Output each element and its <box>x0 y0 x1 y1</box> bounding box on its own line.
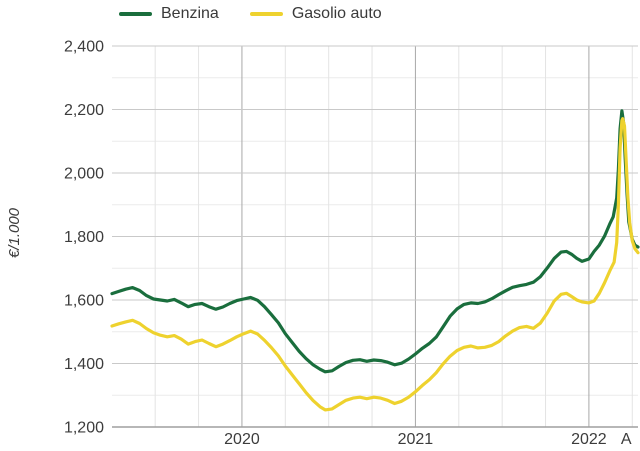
y-axis-tick-label: 2,200 <box>64 102 104 119</box>
legend-item-benzina: Benzina <box>119 5 219 23</box>
x-axis-tick-label: 2021 <box>398 431 434 448</box>
y-axis-tick-label: 1,400 <box>64 356 104 373</box>
legend: Benzina Gasolio auto <box>119 4 382 24</box>
legend-label-gasolio: Gasolio auto <box>291 5 382 22</box>
legend-label-benzina: Benzina <box>161 5 219 22</box>
legend-line-swatch-benzina <box>119 12 152 16</box>
x-axis-tick-label: 2020 <box>224 431 260 448</box>
y-axis-tick-label: 1,600 <box>64 293 104 310</box>
y-axis-tick-label: 1,800 <box>64 229 104 246</box>
y-axis-tick-label: 2,400 <box>64 39 104 56</box>
legend-item-gasolio: Gasolio auto <box>249 5 382 23</box>
legend-line-swatch-gasolio <box>249 12 283 16</box>
x-axis-tick-label: 2022 <box>571 431 607 448</box>
y-axis-tick-label: 1,200 <box>64 420 104 437</box>
series-line-benzina <box>110 109 640 374</box>
series-line-gasolio <box>110 117 640 412</box>
x-axis-tick-label: A <box>621 431 632 448</box>
y-axis-tick-label: 2,000 <box>64 166 104 183</box>
